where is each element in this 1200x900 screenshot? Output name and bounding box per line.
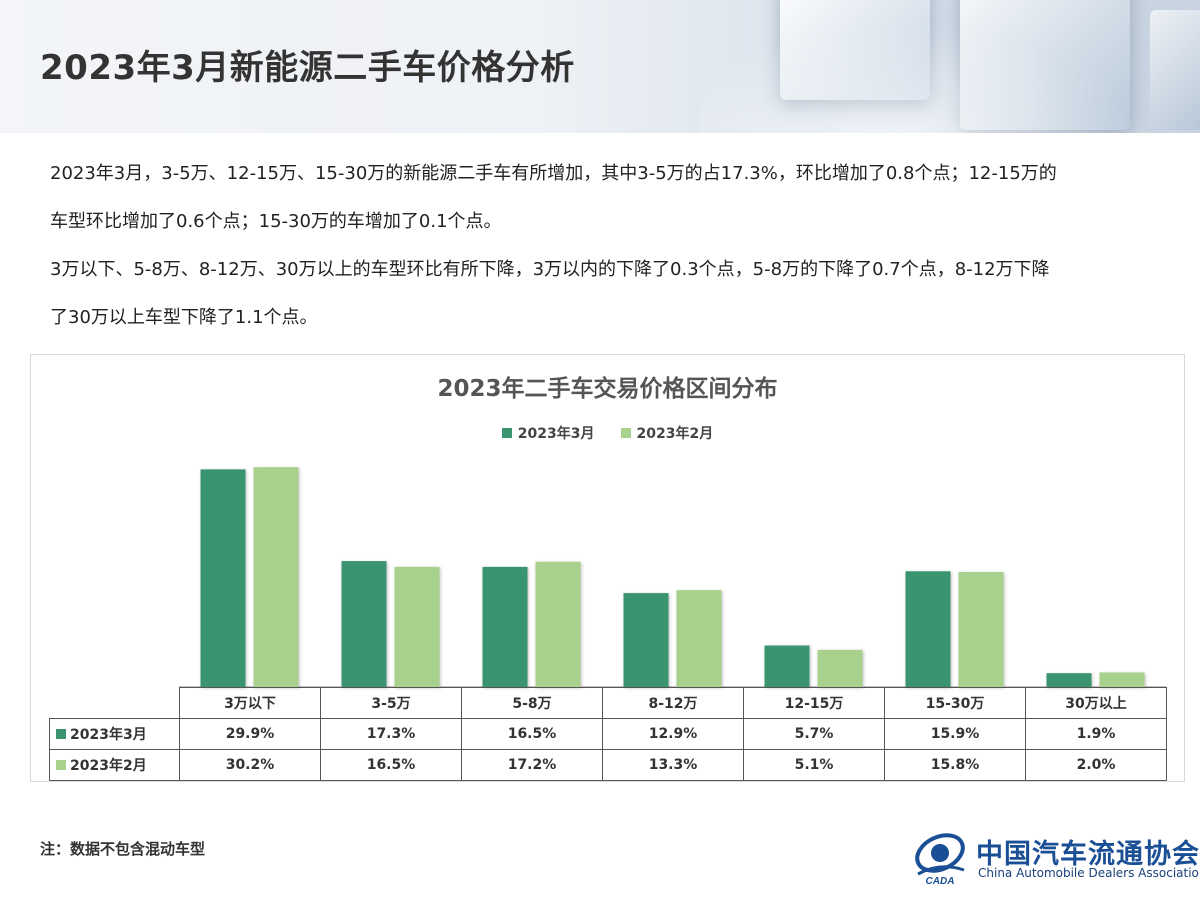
data-label: 5.1% (743, 749, 885, 781)
data-label: 16.5% (461, 718, 603, 750)
bar-chart-plot (179, 467, 1166, 688)
bar-february-4 (817, 649, 863, 687)
legend-swatch-february (620, 428, 631, 438)
table-row-february: 2023年2月 30.2% 16.5% 17.2% 13.3% 5.1% 15.… (49, 749, 1167, 781)
analysis-paragraph-1-cont: 车型环比增加了0.6个点；15-30万的车增加了0.1个点。 (50, 211, 502, 232)
category-label: 5-8万 (461, 687, 603, 719)
chart-data-table: 3万以下 3-5万 5-8万 8-12万 12-15万 15-30万 30万以上… (49, 687, 1167, 781)
analysis-paragraph-1: 2023年3月，3-5万、12-15万、15-30万的新能源二手车有所增加，其中… (50, 163, 1057, 184)
analysis-paragraph-2-cont: 了30万以上车型下降了1.1个点。 (50, 307, 318, 328)
footnote: 注：数据不包含混动车型 (40, 840, 206, 858)
data-label: 15.8% (884, 749, 1026, 781)
bar-february-3 (676, 590, 722, 687)
chart-container: 2023年二手车交易价格区间分布 2023年3月 2023年2月 3万以下 3-… (30, 354, 1185, 782)
category-label: 15-30万 (884, 687, 1026, 719)
bar-march-3 (623, 593, 669, 687)
data-label: 29.9% (179, 718, 321, 750)
header-shine (700, 0, 1200, 133)
table-row-march: 2023年3月 29.9% 17.3% 16.5% 12.9% 5.7% 15.… (49, 718, 1167, 750)
data-label: 5.7% (743, 718, 885, 750)
bar-march-5 (905, 571, 951, 687)
bar-march-1 (341, 561, 387, 687)
cada-emblem-icon: CADA (915, 833, 965, 886)
legend-label-february: 2023年2月 (636, 426, 714, 442)
legend-item-february: 2023年2月 (620, 423, 714, 443)
data-label: 2.0% (1025, 749, 1167, 781)
legend-item-march: 2023年3月 (501, 423, 595, 443)
logo-name-cn: 中国汽车流通协会 (976, 839, 1200, 870)
bar-february-2 (535, 561, 581, 687)
category-label: 3-5万 (320, 687, 462, 719)
data-label: 30.2% (179, 749, 321, 781)
category-label: 3万以下 (179, 687, 321, 719)
data-label: 13.3% (602, 749, 744, 781)
bar-february-0 (253, 467, 299, 687)
table-corner (50, 688, 180, 719)
data-label: 17.3% (320, 718, 462, 750)
bar-february-6 (1099, 672, 1145, 687)
category-label: 30万以上 (1025, 687, 1167, 719)
series-label-february: 2023年2月 (49, 749, 180, 781)
data-label: 12.9% (602, 718, 744, 750)
series-name: 2023年2月 (70, 758, 147, 774)
cada-logo: CADA 中国汽车流通协会 China Automobile Dealers A… (910, 826, 1200, 886)
bar-march-2 (482, 566, 528, 687)
data-label: 15.9% (884, 718, 1026, 750)
legend-swatch-march (501, 428, 512, 438)
table-swatch-march (56, 729, 66, 739)
series-name: 2023年3月 (70, 727, 147, 743)
category-label: 12-15万 (743, 687, 885, 719)
bar-february-5 (958, 571, 1004, 687)
chart-title: 2023年二手车交易价格区间分布 (437, 376, 778, 402)
data-label: 16.5% (320, 749, 462, 781)
chart-legend: 2023年3月 2023年2月 (31, 423, 1184, 443)
data-label: 1.9% (1025, 718, 1167, 750)
analysis-paragraph-2: 3万以下、5-8万、8-12万、30万以上的车型环比有所下降，3万以内的下降了0… (50, 259, 1050, 280)
series-label-march: 2023年3月 (49, 718, 180, 750)
bar-march-4 (764, 645, 810, 687)
header-banner: 2023年3月新能源二手车价格分析 (0, 0, 1200, 133)
bar-february-1 (394, 566, 440, 687)
bar-march-0 (200, 469, 246, 687)
data-label: 17.2% (461, 749, 603, 781)
logo-name-en: China Automobile Dealers Association (978, 866, 1200, 880)
page-title: 2023年3月新能源二手车价格分析 (40, 48, 575, 88)
table-swatch-february (56, 760, 66, 770)
legend-label-march: 2023年3月 (517, 426, 595, 442)
cada-mark-text: CADA (926, 876, 955, 886)
bar-march-6 (1046, 673, 1092, 687)
table-header-row: 3万以下 3-5万 5-8万 8-12万 12-15万 15-30万 30万以上 (50, 687, 1167, 719)
category-label: 8-12万 (602, 687, 744, 719)
